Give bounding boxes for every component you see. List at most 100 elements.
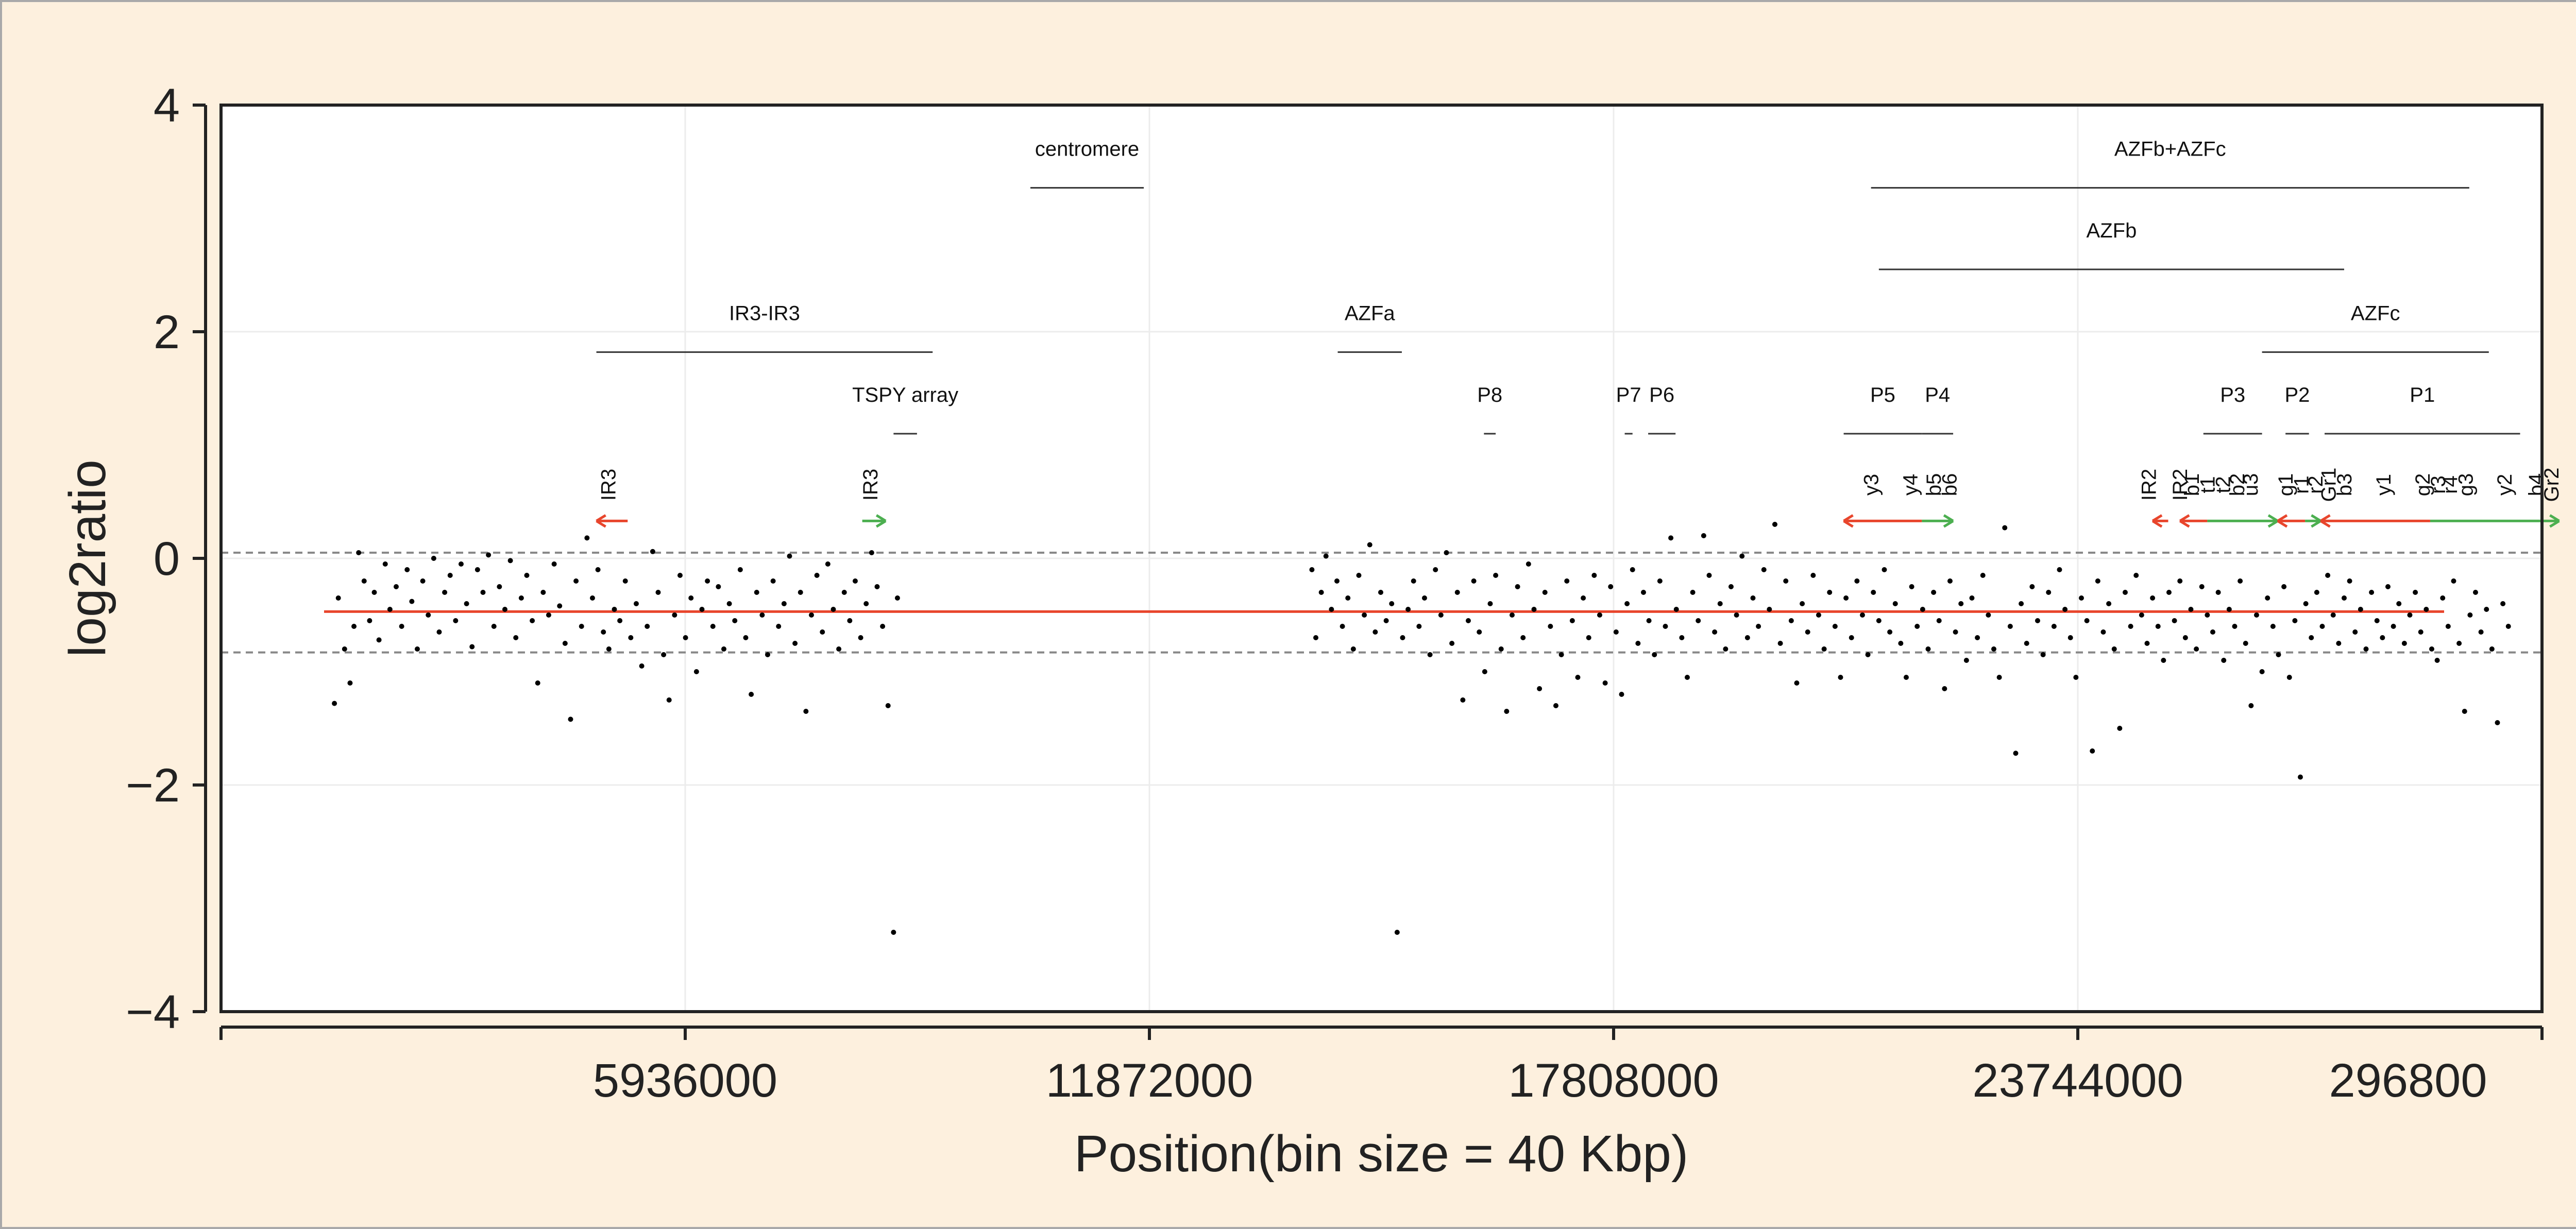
data-point xyxy=(688,595,694,601)
data-point xyxy=(2133,573,2139,578)
data-point xyxy=(1756,624,1761,629)
data-point xyxy=(1810,573,1816,578)
data-point xyxy=(885,703,891,708)
data-point xyxy=(1493,573,1499,578)
data-point xyxy=(2374,618,2380,623)
region-label: TSPY array xyxy=(852,384,958,406)
data-point xyxy=(535,680,540,686)
x-axis-title: Position(bin size = 40 Kbp) xyxy=(1074,1125,1688,1183)
arrow-head xyxy=(2549,514,2560,528)
data-point xyxy=(486,552,492,558)
data-point xyxy=(2500,601,2506,606)
data-point xyxy=(1394,930,1400,935)
data-point xyxy=(2413,590,2418,595)
data-point xyxy=(399,624,404,629)
data-point xyxy=(387,607,393,612)
data-point xyxy=(469,644,475,650)
data-point xyxy=(1892,601,1898,606)
data-point xyxy=(612,607,617,612)
data-point xyxy=(1411,578,1416,584)
data-point xyxy=(2434,658,2440,663)
data-point xyxy=(2013,750,2019,756)
data-point xyxy=(2090,748,2095,754)
arrow-head xyxy=(596,514,606,528)
data-point xyxy=(2467,612,2473,618)
arrow-head xyxy=(2311,514,2321,528)
data-point xyxy=(666,697,672,703)
data-point xyxy=(2462,709,2467,714)
data-point xyxy=(557,603,563,609)
data-point xyxy=(332,701,337,706)
data-point xyxy=(367,618,372,623)
region-label: P8 xyxy=(1477,384,1502,406)
data-point xyxy=(2478,629,2484,635)
data-point xyxy=(491,624,497,629)
data-point xyxy=(792,641,798,646)
data-point xyxy=(2401,641,2407,646)
data-point xyxy=(595,567,601,572)
region-label: P3 xyxy=(2220,384,2245,406)
data-point xyxy=(628,635,634,640)
data-point xyxy=(2019,601,2024,606)
data-point xyxy=(841,590,847,595)
axes: −4 −2 0 2 4 5936000 11872000 17808000 23744000 29… xyxy=(126,79,2544,1107)
data-point xyxy=(705,578,710,584)
arm-label: r1 xyxy=(2291,475,2313,494)
arm-label: b1 xyxy=(2181,473,2204,497)
data-point xyxy=(356,550,362,555)
data-point xyxy=(1318,590,1324,595)
data-point xyxy=(426,612,431,618)
data-point xyxy=(820,629,825,635)
data-point xyxy=(409,599,415,604)
data-point xyxy=(1832,624,1838,629)
data-point xyxy=(1739,553,1745,559)
x-tick-label: 5936000 xyxy=(593,1054,777,1107)
data-point xyxy=(530,618,535,623)
data-point xyxy=(1684,675,1690,680)
data-point xyxy=(361,578,367,584)
data-point xyxy=(1690,590,1696,595)
data-point xyxy=(2352,629,2358,635)
region-label: P2 xyxy=(2284,384,2310,406)
data-point xyxy=(1777,641,1783,646)
data-point xyxy=(863,601,869,606)
arm-label: y1 xyxy=(2372,474,2395,496)
data-point xyxy=(869,550,874,555)
region-label: P6 xyxy=(1649,384,1674,406)
data-point xyxy=(2292,618,2298,623)
region-label: AZFc xyxy=(2351,302,2400,325)
data-point xyxy=(2445,624,2451,629)
arm-label: Gr1 xyxy=(2318,468,2341,502)
data-point xyxy=(2489,646,2495,652)
data-point xyxy=(2194,646,2199,652)
y-tick-label: −2 xyxy=(126,759,180,812)
reference-lines xyxy=(221,552,2542,654)
arm-label: g2 xyxy=(2412,473,2434,497)
data-point xyxy=(891,930,896,935)
data-point xyxy=(2286,675,2292,680)
data-point xyxy=(1465,618,1471,623)
data-point xyxy=(2358,607,2363,612)
data-point xyxy=(1728,584,1734,589)
data-point xyxy=(579,624,584,629)
data-point xyxy=(420,578,426,584)
data-point xyxy=(2057,567,2062,572)
arm-label: y4 xyxy=(1900,474,1922,496)
data-point xyxy=(513,635,519,640)
data-point xyxy=(453,618,459,623)
data-point xyxy=(1635,641,1641,646)
data-point xyxy=(808,612,814,618)
arm-label: t1 xyxy=(2196,476,2219,493)
data-point xyxy=(1323,553,1329,559)
data-point xyxy=(858,635,863,640)
data-point xyxy=(1515,584,1520,589)
data-point xyxy=(2161,658,2166,663)
data-point xyxy=(1309,567,1315,572)
y-tick-label: 4 xyxy=(154,79,180,132)
data-point xyxy=(524,573,530,578)
data-point xyxy=(2221,658,2227,663)
data-point xyxy=(2210,629,2215,635)
region-label: P7 xyxy=(1616,384,1641,406)
data-point xyxy=(1613,629,1619,635)
arm-label: b4 xyxy=(2525,473,2548,497)
